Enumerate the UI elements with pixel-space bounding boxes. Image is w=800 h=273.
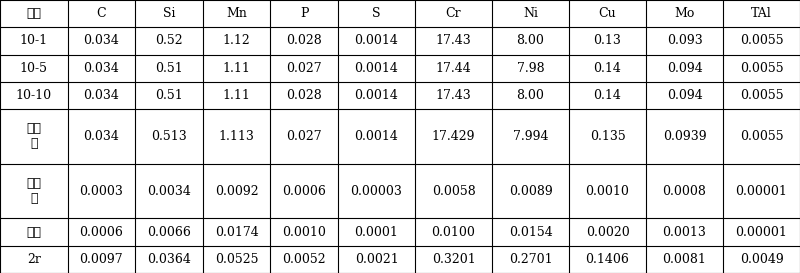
Text: 0.0066: 0.0066 [147, 225, 191, 239]
Text: 0.0010: 0.0010 [282, 225, 326, 239]
Text: 0.034: 0.034 [83, 89, 119, 102]
Text: 0.14: 0.14 [594, 62, 622, 75]
Text: 0.0154: 0.0154 [509, 225, 552, 239]
Text: 0.00001: 0.00001 [735, 185, 787, 198]
Text: 0.0174: 0.0174 [214, 225, 258, 239]
Text: 0.028: 0.028 [286, 34, 322, 48]
Text: 0.0001: 0.0001 [354, 225, 398, 239]
Text: 1.113: 1.113 [218, 130, 254, 143]
Text: 0.0006: 0.0006 [79, 225, 123, 239]
Text: 标准
差: 标准 差 [26, 177, 42, 205]
Text: 17.44: 17.44 [436, 62, 471, 75]
Text: 0.027: 0.027 [286, 62, 322, 75]
Text: 10-5: 10-5 [20, 62, 48, 75]
Text: 0.0020: 0.0020 [586, 225, 630, 239]
Text: 0.028: 0.028 [286, 89, 322, 102]
Text: 10-10: 10-10 [16, 89, 52, 102]
Text: 0.51: 0.51 [155, 62, 183, 75]
Text: C: C [97, 7, 106, 20]
Text: 0.0052: 0.0052 [282, 253, 326, 266]
Text: 0.0014: 0.0014 [354, 89, 398, 102]
Text: 17.429: 17.429 [432, 130, 475, 143]
Text: 7.994: 7.994 [513, 130, 548, 143]
Text: 0.0014: 0.0014 [354, 34, 398, 48]
Text: 0.0525: 0.0525 [215, 253, 258, 266]
Text: 0.0014: 0.0014 [354, 62, 398, 75]
Text: 0.0058: 0.0058 [432, 185, 475, 198]
Text: Mo: Mo [674, 7, 694, 20]
Text: 0.0049: 0.0049 [740, 253, 783, 266]
Text: 0.0010: 0.0010 [586, 185, 630, 198]
Text: 0.13: 0.13 [594, 34, 622, 48]
Text: 极差: 极差 [26, 225, 42, 239]
Text: TAl: TAl [751, 7, 772, 20]
Text: 0.0055: 0.0055 [740, 89, 783, 102]
Text: 0.0006: 0.0006 [282, 185, 326, 198]
Text: 0.034: 0.034 [83, 34, 119, 48]
Text: 0.0013: 0.0013 [662, 225, 706, 239]
Text: 0.0081: 0.0081 [662, 253, 706, 266]
Text: 17.43: 17.43 [436, 89, 471, 102]
Text: 0.0092: 0.0092 [215, 185, 258, 198]
Text: 8.00: 8.00 [517, 89, 545, 102]
Text: 0.00001: 0.00001 [735, 225, 787, 239]
Text: 0.513: 0.513 [151, 130, 187, 143]
Text: 0.034: 0.034 [83, 62, 119, 75]
Text: 1.11: 1.11 [222, 62, 250, 75]
Text: 10-1: 10-1 [20, 34, 48, 48]
Text: 8.00: 8.00 [517, 34, 545, 48]
Text: Mn: Mn [226, 7, 247, 20]
Text: 0.093: 0.093 [666, 34, 702, 48]
Text: 0.52: 0.52 [155, 34, 183, 48]
Text: 7.98: 7.98 [517, 62, 544, 75]
Text: 样号: 样号 [26, 7, 42, 20]
Text: 0.027: 0.027 [286, 130, 322, 143]
Text: S: S [372, 7, 381, 20]
Text: 0.00003: 0.00003 [350, 185, 402, 198]
Text: 0.1406: 0.1406 [586, 253, 630, 266]
Text: 0.135: 0.135 [590, 130, 626, 143]
Text: 17.43: 17.43 [436, 34, 471, 48]
Text: 1.12: 1.12 [222, 34, 250, 48]
Text: 0.51: 0.51 [155, 89, 183, 102]
Text: Ni: Ni [523, 7, 538, 20]
Text: 1.11: 1.11 [222, 89, 250, 102]
Text: 0.094: 0.094 [666, 62, 702, 75]
Text: 0.0364: 0.0364 [147, 253, 191, 266]
Text: 0.0014: 0.0014 [354, 130, 398, 143]
Text: 0.0055: 0.0055 [740, 34, 783, 48]
Text: 0.0003: 0.0003 [79, 185, 123, 198]
Text: 平均
值: 平均 值 [26, 123, 42, 150]
Text: Cu: Cu [598, 7, 616, 20]
Text: 0.0021: 0.0021 [354, 253, 398, 266]
Text: 0.0939: 0.0939 [662, 130, 706, 143]
Text: P: P [300, 7, 309, 20]
Text: 0.0034: 0.0034 [147, 185, 191, 198]
Text: 0.0097: 0.0097 [79, 253, 123, 266]
Text: 2r: 2r [27, 253, 41, 266]
Text: 0.3201: 0.3201 [432, 253, 475, 266]
Text: 0.094: 0.094 [666, 89, 702, 102]
Text: 0.0055: 0.0055 [740, 130, 783, 143]
Text: 0.0055: 0.0055 [740, 62, 783, 75]
Text: 0.0100: 0.0100 [431, 225, 475, 239]
Text: Cr: Cr [446, 7, 462, 20]
Text: 0.14: 0.14 [594, 89, 622, 102]
Text: 0.034: 0.034 [83, 130, 119, 143]
Text: 0.2701: 0.2701 [509, 253, 552, 266]
Text: Si: Si [162, 7, 175, 20]
Text: 0.0008: 0.0008 [662, 185, 706, 198]
Text: 0.0089: 0.0089 [509, 185, 552, 198]
